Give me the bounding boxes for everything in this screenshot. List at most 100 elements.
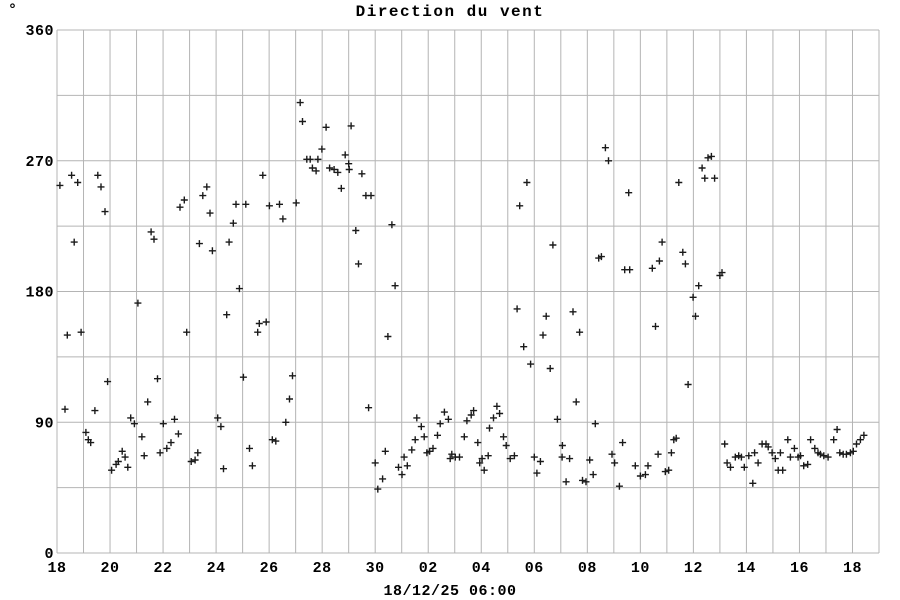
data-point-marker xyxy=(641,471,649,479)
data-point-marker xyxy=(727,463,734,471)
data-point-marker xyxy=(764,443,772,451)
x-tick-label: 06 xyxy=(525,560,544,577)
data-point-marker xyxy=(154,375,161,383)
data-point-marker xyxy=(553,415,561,423)
data-point-marker xyxy=(121,453,129,461)
x-tick-label: 18 xyxy=(843,560,862,577)
data-point-marker xyxy=(262,318,270,326)
data-point-marker xyxy=(276,200,283,208)
y-axis-unit-label: ° xyxy=(8,2,17,19)
data-point-marker xyxy=(391,282,399,290)
data-point-marker xyxy=(306,155,314,163)
data-point-marker xyxy=(171,415,178,423)
data-point-marker xyxy=(490,414,497,422)
data-point-marker xyxy=(358,170,366,178)
data-point-marker xyxy=(259,171,267,179)
data-point-marker xyxy=(268,436,276,444)
data-point-marker xyxy=(820,452,828,460)
data-point-marker xyxy=(615,482,623,490)
data-point-marker xyxy=(63,331,71,339)
data-point-marker xyxy=(388,221,396,229)
data-point-marker xyxy=(444,415,452,423)
data-point-marker xyxy=(330,166,338,173)
data-point-marker xyxy=(830,436,838,444)
data-point-marker xyxy=(347,122,355,130)
data-point-marker xyxy=(704,154,712,162)
data-point-marker xyxy=(206,209,214,217)
data-point-marker xyxy=(605,157,612,165)
data-point-marker xyxy=(68,171,76,179)
data-point-marker xyxy=(833,426,841,433)
data-point-marker xyxy=(191,456,199,464)
data-point-marker xyxy=(695,282,703,290)
data-point-marker xyxy=(480,466,488,474)
data-point-marker xyxy=(665,466,673,474)
data-point-marker xyxy=(61,405,69,413)
data-point-marker xyxy=(242,200,250,208)
data-point-marker xyxy=(572,398,580,406)
data-point-marker xyxy=(608,450,616,458)
data-point-marker xyxy=(711,174,719,182)
data-point-marker xyxy=(625,189,633,197)
data-point-marker xyxy=(74,179,82,186)
data-point-marker xyxy=(601,144,609,152)
data-point-marker xyxy=(118,447,126,455)
data-point-marker xyxy=(824,453,832,461)
data-point-marker xyxy=(684,381,692,388)
data-point-marker xyxy=(737,453,745,461)
data-point-marker xyxy=(463,417,471,425)
data-point-marker xyxy=(246,444,253,452)
data-point-marker xyxy=(403,462,411,470)
data-point-marker xyxy=(478,455,486,463)
data-point-marker xyxy=(176,203,184,211)
data-point-marker xyxy=(400,453,408,461)
x-tick-label: 22 xyxy=(154,560,173,577)
data-point-marker xyxy=(265,202,273,210)
data-point-marker xyxy=(341,151,349,159)
data-point-marker xyxy=(147,228,155,236)
data-point-marker xyxy=(279,215,287,223)
data-point-marker xyxy=(520,343,528,351)
data-point-marker xyxy=(239,373,247,381)
data-point-marker xyxy=(836,449,844,457)
x-tick-label: 18 xyxy=(47,560,66,577)
data-point-marker xyxy=(856,436,864,444)
x-tick-label: 30 xyxy=(366,560,385,577)
data-point-marker xyxy=(398,471,406,479)
data-point-marker xyxy=(661,468,669,476)
x-tick-labels: 18 20 22 24 26 28 30 02 04 06 08 10 12 14 16 18 xyxy=(47,560,861,577)
data-point-marker xyxy=(56,181,64,189)
data-point-marker xyxy=(272,437,280,445)
data-point-marker xyxy=(754,459,762,467)
data-point-marker xyxy=(786,453,794,461)
data-point-marker xyxy=(591,420,599,428)
data-point-marker xyxy=(474,439,482,447)
data-point-marker xyxy=(101,208,109,216)
data-point-marker xyxy=(558,453,566,461)
data-point-marker xyxy=(689,293,697,301)
data-point-marker xyxy=(546,365,554,372)
data-point-marker xyxy=(94,171,102,179)
data-point-marker xyxy=(440,408,448,416)
data-point-marker xyxy=(420,433,428,441)
data-point-marker xyxy=(296,99,304,107)
data-point-marker xyxy=(816,450,824,458)
data-point-marker xyxy=(429,444,437,452)
x-tick-label: 20 xyxy=(101,560,120,577)
data-point-marker xyxy=(800,462,808,470)
x-axis-caption: 18/12/25 06:00 xyxy=(383,583,516,600)
data-point-marker xyxy=(446,455,454,463)
x-tick-label: 26 xyxy=(260,560,279,577)
data-point-marker xyxy=(326,164,334,172)
data-point-marker xyxy=(292,199,300,207)
data-point-marker xyxy=(500,433,507,441)
data-point-marker xyxy=(467,411,475,419)
chart-title: Direction du vent xyxy=(356,3,545,21)
data-point-marker xyxy=(611,459,619,467)
data-point-marker xyxy=(334,168,342,176)
data-point-marker xyxy=(199,192,207,200)
data-point-marker xyxy=(108,466,116,474)
x-tick-label: 14 xyxy=(737,560,756,577)
data-point-marker xyxy=(235,285,243,293)
data-point-marker xyxy=(82,428,90,436)
